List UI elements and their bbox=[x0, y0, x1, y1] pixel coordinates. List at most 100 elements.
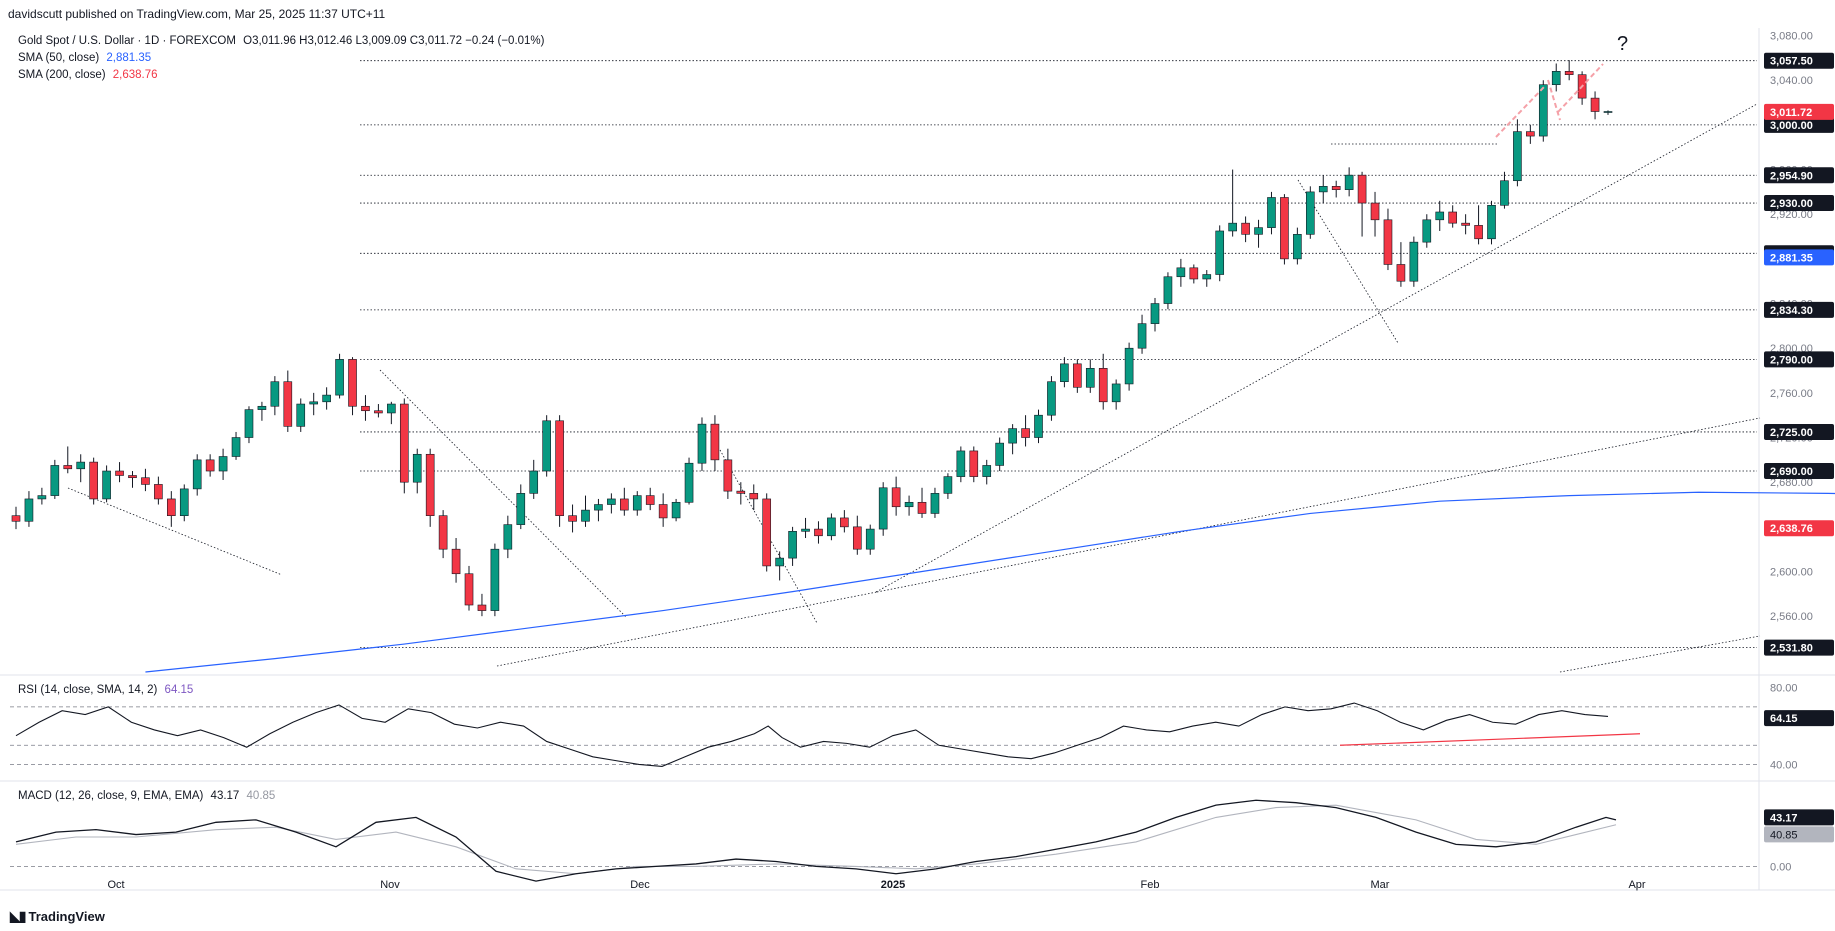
trend-line bbox=[1297, 179, 1399, 344]
candle-body bbox=[309, 401, 319, 405]
level-badge bbox=[1764, 301, 1834, 318]
candle-body bbox=[671, 501, 681, 519]
level-badge bbox=[1764, 116, 1834, 133]
trend-line bbox=[876, 417, 1761, 593]
candle-body bbox=[192, 459, 202, 490]
candle-body bbox=[438, 515, 448, 550]
y-tick-label: 3,040.00 bbox=[1770, 75, 1813, 87]
rsi-label: RSI (14, close, SMA, 14, 2) bbox=[18, 684, 158, 696]
candle-body bbox=[1590, 97, 1600, 112]
level-badge-label: 3,000.00 bbox=[1770, 120, 1813, 132]
candle-body bbox=[257, 405, 267, 410]
candle-body bbox=[723, 459, 733, 492]
sma200-value: 2,638.76 bbox=[112, 69, 158, 81]
candle-body bbox=[852, 526, 862, 550]
legend-ohlc: O3,011.96 H3,012.46 L3,009.09 C3,011.72 … bbox=[243, 35, 545, 47]
candle-body bbox=[775, 557, 784, 567]
candle-body bbox=[399, 403, 409, 483]
x-tick-label: Dec bbox=[630, 879, 650, 891]
candle-body bbox=[1163, 276, 1173, 304]
macd-signal-line bbox=[15, 804, 1617, 875]
candle-body bbox=[270, 381, 280, 407]
candle-body bbox=[1228, 222, 1237, 232]
candle-body bbox=[102, 470, 111, 500]
candle-body bbox=[555, 420, 564, 516]
candle-body bbox=[128, 475, 137, 479]
candle-body bbox=[348, 359, 357, 407]
candle-body bbox=[1034, 414, 1043, 438]
candle-body bbox=[154, 484, 163, 500]
candle-body bbox=[1008, 428, 1017, 444]
candle-body bbox=[1124, 347, 1134, 385]
candle-body bbox=[1021, 428, 1030, 438]
level-badge bbox=[1764, 52, 1834, 69]
candle-body bbox=[1176, 267, 1186, 278]
candle-body bbox=[361, 405, 370, 412]
candle-body bbox=[840, 517, 849, 528]
rsi-badge bbox=[1764, 710, 1834, 727]
candle-body bbox=[1564, 71, 1574, 75]
candle-body bbox=[1357, 174, 1367, 204]
x-tick-label: 2025 bbox=[881, 879, 905, 891]
candle-body bbox=[1215, 230, 1225, 275]
x-tick-label: Mar bbox=[1371, 879, 1390, 891]
candle-body bbox=[387, 403, 396, 414]
candle-body bbox=[1331, 186, 1341, 190]
rsi-line bbox=[15, 702, 1609, 767]
candle-body bbox=[814, 528, 823, 537]
y-tick-label: 2,680.00 bbox=[1770, 477, 1813, 489]
candle-body bbox=[1513, 131, 1522, 182]
candle-body bbox=[218, 456, 228, 472]
candle-body bbox=[710, 423, 720, 461]
legend-symbol-name: Gold Spot / U.S. Dollar · 1D · FOREXCOM bbox=[18, 35, 236, 47]
candle-body bbox=[878, 487, 888, 530]
candle-body bbox=[788, 531, 797, 559]
candle-body bbox=[37, 495, 47, 500]
candle-body bbox=[594, 504, 603, 511]
candle-body bbox=[335, 359, 344, 396]
candle-body bbox=[1111, 383, 1121, 403]
macd-badge bbox=[1764, 809, 1834, 826]
price-badge bbox=[1764, 520, 1834, 537]
candle-body bbox=[632, 495, 642, 511]
candle-body bbox=[542, 420, 551, 472]
candle-body bbox=[1318, 186, 1328, 193]
candle-body bbox=[801, 528, 810, 532]
tradingview-icon: ◣▮ bbox=[10, 908, 27, 924]
projection-arrow bbox=[1557, 63, 1604, 113]
candle-body bbox=[982, 465, 992, 477]
y-tick-label: 3,080.00 bbox=[1770, 31, 1813, 43]
candle-body bbox=[76, 461, 86, 470]
macd-signal-badge-label: 40.85 bbox=[1770, 829, 1798, 841]
candle-body bbox=[516, 493, 526, 525]
sma200-label: SMA (200, close) bbox=[18, 69, 106, 81]
macd-signal-badge bbox=[1764, 826, 1834, 843]
candle-body bbox=[1254, 227, 1263, 235]
candle-body bbox=[451, 548, 461, 575]
candle-body bbox=[296, 403, 306, 427]
candle-body bbox=[244, 409, 254, 438]
candle-body bbox=[205, 459, 215, 472]
publish-credit: davidscutt published on TradingView.com,… bbox=[8, 7, 386, 21]
projection-arrow bbox=[1547, 79, 1561, 121]
candle-body bbox=[1098, 368, 1108, 403]
x-tick-label: Feb bbox=[1141, 879, 1160, 891]
candle-body bbox=[1073, 363, 1082, 388]
candle-body bbox=[1422, 219, 1432, 243]
candle-body bbox=[620, 498, 629, 511]
candle-body bbox=[89, 461, 98, 500]
rsi-y-tick: 80.00 bbox=[1770, 683, 1798, 695]
candle-body bbox=[904, 501, 914, 508]
candle-body bbox=[645, 495, 655, 505]
rsi-trend-line bbox=[1339, 733, 1641, 746]
candle-body bbox=[749, 493, 759, 500]
candle-body bbox=[1137, 323, 1147, 349]
trend-line bbox=[1559, 635, 1761, 673]
level-badge bbox=[1764, 639, 1834, 656]
candle-body bbox=[827, 517, 836, 537]
level-badge-label: 3,057.50 bbox=[1770, 56, 1813, 68]
candle-body bbox=[167, 498, 176, 516]
candle-body bbox=[464, 573, 474, 606]
candle-body bbox=[568, 515, 577, 522]
